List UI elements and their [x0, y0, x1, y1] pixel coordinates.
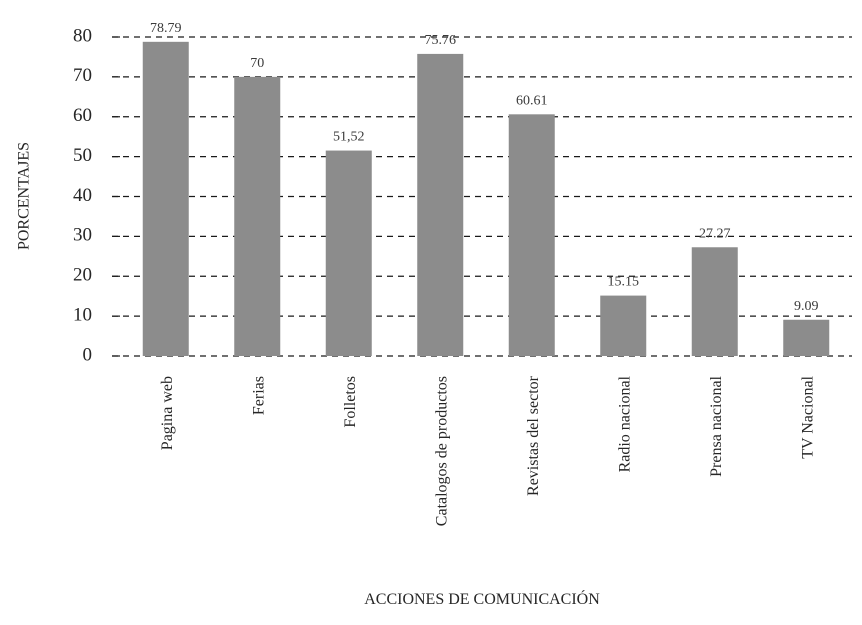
bar — [325, 150, 372, 356]
y-axis-tick-labels: 0 10 20 30 40 50 60 70 80 — [73, 25, 92, 365]
data-label: 75.76 — [425, 33, 457, 48]
data-label: 27.27 — [699, 226, 731, 241]
gridlines — [112, 36, 852, 357]
y-tick-label: 80 — [73, 25, 92, 46]
bars — [142, 41, 830, 356]
data-labels: 78.79 70 51,52 75.76 60.61 15.15 27.27 9.09 — [150, 21, 819, 314]
data-label: 15.15 — [608, 275, 640, 290]
bar — [142, 41, 189, 356]
y-tick-label: 20 — [73, 265, 92, 286]
y-tick-label: 30 — [73, 225, 92, 246]
y-tick-label: 50 — [73, 145, 92, 166]
data-label: 51,52 — [333, 130, 365, 145]
x-axis-title: ACCIONES DE COMUNICACIÓN — [364, 589, 600, 608]
data-label: 60.61 — [516, 93, 548, 108]
x-tick-label: Revistas del sector — [525, 375, 542, 496]
y-tick-label: 60 — [73, 105, 92, 126]
bar — [691, 247, 738, 356]
x-axis-tick-labels: Pagina web Ferias Folletos Catalogos de pro… — [159, 375, 817, 526]
y-axis-title: PORCENTAJES — [16, 142, 33, 250]
x-tick-label: Ferias — [250, 376, 267, 415]
x-tick-label: Catalogos de productos — [433, 376, 450, 526]
x-tick-label: Pagina web — [159, 376, 176, 450]
x-tick-label: Folletos — [342, 376, 359, 428]
bar — [508, 114, 555, 356]
y-axis-tick-marks — [112, 36, 120, 357]
bar — [783, 319, 830, 356]
data-label: 70 — [250, 56, 264, 71]
x-tick-label: TV Nacional — [799, 375, 816, 458]
bar — [600, 295, 647, 356]
data-label: 78.79 — [150, 21, 182, 36]
data-label: 9.09 — [794, 299, 819, 314]
y-tick-label: 0 — [83, 344, 93, 365]
y-tick-label: 10 — [73, 304, 92, 325]
y-tick-label: 40 — [73, 185, 92, 206]
bar — [417, 53, 464, 356]
x-tick-label: Prensa nacional — [708, 375, 725, 476]
x-tick-label: Radio nacional — [616, 375, 633, 472]
bar — [234, 76, 281, 356]
y-tick-label: 70 — [73, 65, 92, 86]
